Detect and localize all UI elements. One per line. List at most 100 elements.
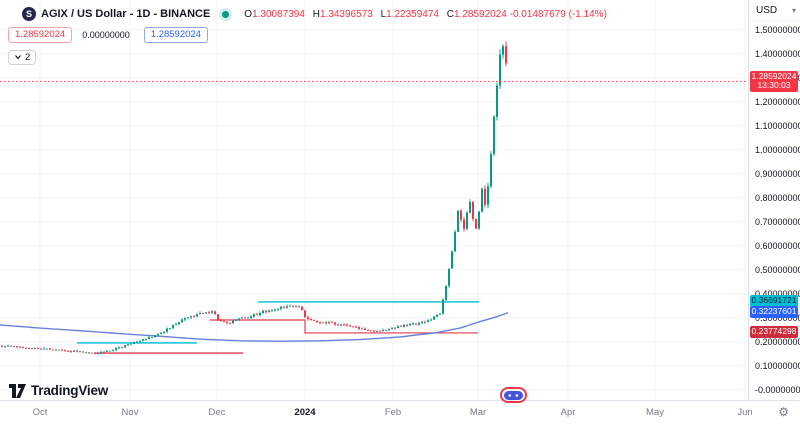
change-value: -0.01487679 (-1.14%) — [509, 8, 607, 20]
candle-body — [76, 350, 78, 352]
candle-body — [112, 349, 114, 351]
candle-body — [94, 352, 96, 354]
candle-body — [454, 231, 456, 252]
market-status-icon[interactable] — [222, 10, 230, 18]
candle-body — [229, 322, 231, 324]
candle-body — [232, 320, 234, 324]
candle-body — [472, 202, 474, 219]
candle-body — [157, 333, 159, 336]
symbol-title[interactable]: AGIX / US Dollar - 1D - BINANCE — [41, 8, 211, 20]
time-tick-label: Feb — [384, 407, 402, 418]
tradingview-logo[interactable]: TradingView — [9, 383, 108, 398]
price-label-plain: 0.00000000 — [82, 30, 130, 40]
candle-body — [100, 351, 102, 354]
candle-body — [85, 352, 87, 354]
candle-body — [505, 46, 507, 64]
candle-body — [133, 342, 135, 344]
candle-body — [217, 314, 219, 320]
candle-body — [439, 313, 441, 315]
candle-body — [163, 331, 165, 333]
candle-body — [355, 326, 357, 328]
axis-badge-cyan-line-level: 0.36691721 — [750, 295, 798, 307]
candle-body — [46, 348, 48, 350]
collapsed-count: 2 — [25, 51, 31, 63]
candle-body — [265, 310, 267, 312]
candle-body — [259, 313, 261, 316]
candle-body — [352, 326, 354, 328]
candle-body — [184, 317, 186, 320]
low-label: L — [380, 8, 387, 20]
price-tick-label: -0.00000000 — [755, 384, 800, 395]
candle-body — [400, 326, 402, 328]
candle-body — [127, 344, 129, 346]
candle-body — [49, 348, 51, 350]
candle-body — [256, 314, 258, 316]
candle-body — [325, 322, 327, 324]
candle-body — [268, 310, 270, 312]
candle-body — [388, 328, 390, 330]
candle-body — [496, 85, 498, 117]
candle-body — [385, 329, 387, 331]
currency-selector[interactable]: USD ▾ — [749, 0, 800, 21]
candle-body — [241, 317, 243, 319]
candle-body — [379, 330, 381, 332]
price-chart-canvas[interactable] — [0, 0, 748, 400]
candle-body — [166, 328, 168, 332]
candle-body — [370, 330, 372, 332]
time-tick-label: Dec — [208, 407, 226, 418]
candle-body — [202, 313, 204, 314]
indicators-collapse-chip[interactable]: 2 — [8, 49, 37, 65]
price-tick-label: 0.20000000 — [755, 336, 800, 347]
candle-body — [208, 312, 210, 314]
tradingview-logo-text: TradingView — [31, 383, 109, 398]
chevron-down-icon — [15, 55, 21, 60]
candle-body — [373, 330, 375, 332]
candle-body — [199, 313, 201, 315]
candle-body — [151, 336, 153, 338]
candle-body — [196, 314, 198, 317]
price-tick-label: 1.50000000 — [755, 24, 800, 35]
candle-body — [427, 320, 429, 323]
tradingview-glyph-icon — [9, 383, 26, 398]
candle-body — [4, 346, 6, 348]
red-step-line[interactable] — [210, 319, 478, 334]
candle-body — [115, 348, 117, 350]
candle-body — [313, 319, 315, 321]
candle-body — [295, 305, 297, 307]
axis-badge-current-price: 1.28592024 13:30:03 — [750, 70, 798, 92]
candle-body — [82, 351, 84, 353]
price-label-box-blue[interactable]: 1.28592024 — [143, 27, 208, 43]
candle-body — [448, 268, 450, 286]
candle-body — [91, 352, 93, 354]
candle-body — [61, 349, 63, 351]
candle-body — [250, 316, 252, 318]
axis-badge-ma-value: 0.32237601 — [750, 306, 798, 318]
high-label: H — [312, 8, 320, 20]
candle-body — [499, 54, 501, 86]
candle-body — [361, 328, 363, 330]
price-tick-label: 1.40000000 — [755, 48, 800, 59]
candle-body — [409, 324, 411, 326]
candle-body — [148, 336, 150, 339]
close-label: C — [446, 8, 454, 20]
candle-body — [280, 306, 282, 309]
candle-body — [253, 314, 255, 317]
candle-body — [442, 299, 444, 314]
candle-body — [331, 322, 333, 324]
time-axis[interactable]: Oct Nov Dec 2024 Feb Mar Apr May Jun ⚙ — [0, 400, 800, 427]
candle-body — [421, 321, 423, 324]
candle-body — [52, 349, 54, 351]
candle-body — [460, 210, 462, 220]
price-tick-label: 0.40000000 — [755, 288, 800, 299]
candle-body — [103, 351, 105, 353]
coin-logo-badge — [500, 387, 527, 403]
candle-body — [343, 324, 345, 326]
candle-body — [124, 345, 126, 348]
gear-icon[interactable]: ⚙ — [778, 405, 789, 419]
moving-average-line[interactable] — [0, 311, 509, 343]
time-tick-label: Nov — [121, 407, 139, 418]
candle-body — [34, 347, 36, 349]
price-label-box-red[interactable]: 1.28592024 — [8, 27, 73, 43]
price-axis[interactable]: USD ▾ 1.500000001.400000001.300000001.20… — [748, 0, 800, 400]
